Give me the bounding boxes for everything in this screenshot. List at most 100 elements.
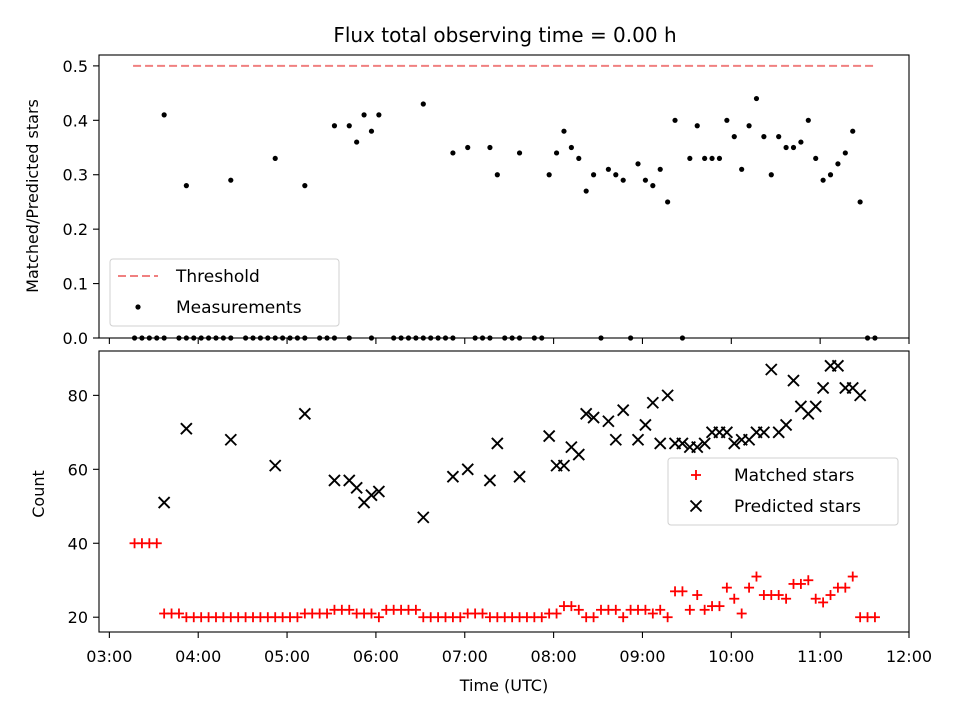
matched-stars-point: Matched stars 10:47: 29: [795, 578, 806, 589]
top-y-tick-label: 0.3: [63, 166, 88, 185]
top-plot-frame: [98, 54, 910, 339]
predicted-stars-point: Predicted stars 06:02: 54: [372, 485, 386, 498]
legend-label: Threshold: [175, 267, 260, 287]
legend-swatch: Predicted stars: [689, 499, 703, 513]
matched-stars-point: Matched stars 10:37: 25: [781, 593, 792, 604]
measurements-point: Measurements 09:17: 0.25: [665, 199, 671, 205]
top-y-tick-label: 0.2: [63, 220, 88, 239]
measurements-point: Measurements 03:52: 0.28: [183, 183, 189, 189]
measurements-point: Measurements 06:52: 0.34: [450, 150, 456, 156]
predicted-stars-point: Predicted stars 09:27: 67: [676, 437, 689, 450]
predicted-stars-point: Predicted stars 08:22: 75: [580, 407, 593, 421]
predicted-stars-point: Predicted stars 04:52: 61: [269, 459, 282, 472]
predicted-stars-point: Predicted stars 08:57: 68: [631, 433, 645, 446]
measurements-point: Measurements 07:17: 0.35: [487, 144, 493, 151]
top-y-axis: 0.0 0.1 0.2 0.3 0.4 0.5: [63, 57, 99, 348]
top-y-axis-label: Matched/Predicted stars: [23, 99, 42, 293]
matched-stars-point: Matched stars 09:42: 22: [699, 604, 710, 615]
measurements-point: Measurements 08:37: 0.31: [605, 166, 611, 172]
measurements-point: Measurements 10:57: 0.33: [813, 155, 819, 162]
predicted-stars-point: Predicted stars 09:57: 70: [720, 426, 734, 439]
predicted-stars-point: Predicted stars 08:37: 73: [602, 415, 615, 428]
matched-stars-point: Matched stars 05:07: 20: [292, 612, 303, 623]
bottom-y-axis-label: Count: [29, 470, 48, 518]
predicted-stars-point: Predicted stars 03:52: 71: [180, 422, 193, 435]
predicted-stars-point: Predicted stars 07:57: 69: [542, 429, 556, 443]
bottom-x-tick-label: 09:00: [619, 647, 665, 666]
legend-item-matched-stars: Matched stars Matched stars: [691, 466, 854, 486]
predicted-stars-point: Predicted stars 09:37: 66: [691, 440, 704, 454]
measurements-point: Measurements 04:22: 0.29: [228, 177, 234, 183]
matched-stars-point: Matched stars 10:17: 31: [751, 571, 762, 582]
bottom-x-tick-label: 05:00: [264, 647, 310, 666]
predicted-stars-point: Predicted stars 07:17: 57: [483, 474, 497, 487]
matched-stars-point: Matched stars 08:27: 20: [588, 612, 599, 623]
measurements-point: Measurements 07:02: 0.35: [465, 144, 471, 151]
bottom-y-axis: 20 40 60 80: [68, 386, 99, 627]
predicted-stars-point: Predicted stars 09:07: 78: [646, 396, 659, 409]
bottom-x-tick-label: 12:00: [886, 647, 932, 666]
matched-stars-point: Matched stars 11:37: 20: [869, 612, 880, 623]
measurements-point: Measurements 09:47: 0.33: [709, 155, 715, 162]
measurements-point: Measurements 08:42: 0.3: [613, 172, 619, 178]
measurements-point: Measurements 08:02: 0.34: [553, 150, 560, 156]
legend-item-measurements: Measurements Measurements: [135, 298, 302, 318]
measurements-point: Measurements 08:27: 0.3: [590, 172, 597, 178]
legend-item-predicted-stars: Predicted stars Predicted stars: [689, 497, 861, 517]
matched-stars-point: Matched stars 10:12: 28: [744, 582, 755, 593]
bottom-x-axis: 03:00 04:00 05:00 06:00 07:00 08:00 09:00 10:00…: [86, 632, 932, 666]
bottom-x-tick-label: 10:00: [708, 647, 754, 666]
legend-label: Matched stars: [734, 466, 854, 486]
matched-stars-point: Matched stars 05:27: 21: [322, 608, 333, 619]
predicted-stars-point: Predicted stars 10:02: 67: [728, 437, 741, 450]
top-y-tick-label: 0.0: [63, 329, 88, 348]
matched-stars-point: Matched stars 06:27: 22: [410, 604, 421, 615]
measurements-point: Measurements 09:52: 0.33: [716, 155, 723, 162]
measurements-point: Measurements 06:32: 0.43: [420, 101, 426, 107]
measurements-point: Measurements 04:52: 0.33: [272, 155, 278, 162]
top-legend: Threshold Measurements Measurements: [109, 258, 340, 327]
bottom-plot-area: Matched stars 03:17: 40Matched stars 03:…: [129, 359, 880, 623]
bottom-y-tick-label: 80: [68, 386, 88, 405]
matched-stars-point: Matched stars 06:57: 20: [455, 612, 466, 623]
measurements-point: Measurements 10:27: 0.3: [768, 172, 774, 178]
measurements-point: Measurements 09:42: 0.33: [702, 155, 708, 162]
measurements-point: Measurements 10:12: 0.39: [746, 123, 752, 129]
predicted-stars-point: Predicted stars 08:42: 68: [609, 433, 622, 446]
measurements-point: Measurements 11:22: 0.38: [850, 128, 856, 134]
matched-stars-point: Matched stars 03:47: 21: [173, 608, 184, 619]
measurements-point: Measurements 11:27: 0.25: [857, 199, 863, 205]
measurements-point: Measurements 09:57: 0.4: [724, 117, 730, 123]
predicted-stars-point: Predicted stars 06:32: 47: [417, 511, 430, 524]
measurements-point: Measurements 05:57: 0.38: [368, 128, 375, 134]
measurements-point: Measurements 05:47: 0.36: [354, 139, 360, 145]
bottom-x-tick-label: 08:00: [531, 647, 577, 666]
bottom-y-tick-label: 20: [68, 608, 88, 627]
measurements-point: Measurements 08:47: 0.29: [620, 177, 626, 183]
predicted-stars-point: Predicted stars 10:22: 70: [757, 426, 771, 439]
matched-stars-point: Matched stars 10:52: 30: [803, 575, 814, 586]
predicted-stars-point: Predicted stars 05:32: 57: [328, 474, 341, 487]
predicted-stars-point: Predicted stars 09:17: 80: [661, 389, 674, 402]
legend-swatch: Measurements: [135, 304, 141, 310]
matched-stars-point: Matched stars 08:12: 23: [566, 601, 577, 612]
legend-label: Measurements: [176, 298, 302, 318]
matched-stars-point: Matched stars 11:07: 26: [825, 590, 836, 601]
matched-stars-point: Matched stars 10:57: 25: [810, 593, 821, 604]
bottom-x-tick-label: 07:00: [442, 647, 488, 666]
matched-stars-point: Matched stars 08:47: 20: [618, 612, 629, 623]
matched-stars-point: Matched stars 11:22: 31: [847, 571, 858, 582]
matched-stars-point: Matched stars 10:07: 21: [736, 608, 747, 619]
matched-stars-point: Matched stars 09:52: 23: [714, 601, 725, 612]
measurements-point: Measurements 09:12: 0.31: [657, 166, 663, 172]
measurements-point: Measurements 11:17: 0.34: [842, 150, 848, 156]
predicted-stars-point: Predicted stars 05:47: 55: [350, 481, 363, 494]
matched-stars-point: Matched stars 06:02: 20: [373, 612, 384, 623]
measurements-point: Measurements 10:22: 0.37: [761, 134, 767, 140]
predicted-stars-point: Predicted stars 09:42: 67: [698, 437, 711, 450]
matched-stars-point: Matched stars 03:32: 40: [151, 538, 162, 549]
top-y-tick-label: 0.5: [63, 57, 88, 76]
top-y-tick-label: 0.1: [63, 275, 88, 294]
measurements-point: Measurements 08:57: 0.32: [635, 161, 641, 167]
matched-stars-point: Matched stars 09:12: 22: [655, 604, 666, 615]
